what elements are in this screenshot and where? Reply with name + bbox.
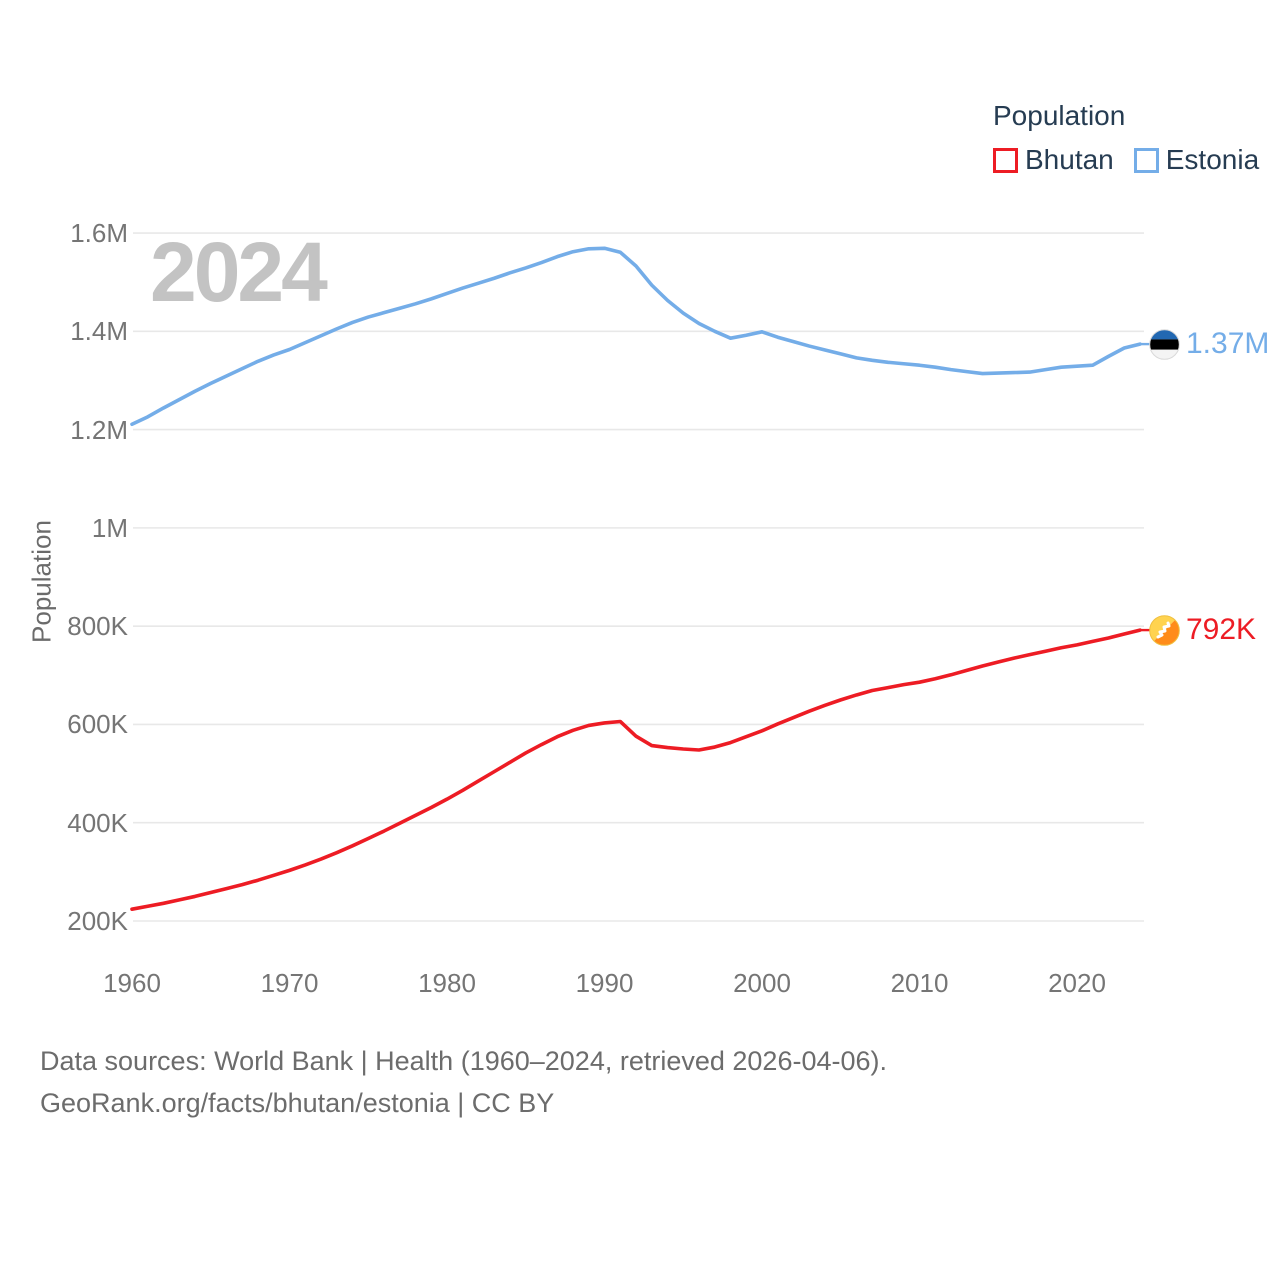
year-watermark: 2024	[150, 225, 328, 319]
estonia-end-value: 1.37M	[1186, 327, 1270, 361]
bhutan-end-value: 792K	[1186, 613, 1257, 647]
bhutan-line[interactable]	[130, 628, 1142, 912]
x-tick-2000: 2000	[733, 968, 791, 998]
legend-label-estonia: Estonia	[1165, 144, 1260, 175]
legend: Population Bhutan Estonia	[993, 100, 1259, 176]
x-tick-2020: 2020	[1048, 968, 1106, 998]
x-tick-1970: 1970	[260, 968, 319, 998]
x-tick-1990: 1990	[575, 968, 634, 998]
estonia-flag-icon	[1149, 328, 1180, 360]
legend-items: Bhutan Estonia	[993, 144, 1259, 176]
footer: Data sources: World Bank | Health (1960–…	[40, 1040, 887, 1124]
y-tick-1.4M: 1.4M	[70, 316, 128, 347]
bhutan-series-swatch-icon[interactable]	[993, 147, 1018, 173]
legend-title: Population	[993, 100, 1126, 131]
attribution-line: GeoRank.org/facts/bhutan/estonia | CC BY	[40, 1088, 555, 1118]
y-tick-800K: 800K	[67, 611, 128, 642]
y-tick-1.2M: 1.2M	[70, 414, 128, 445]
y-tick-1M: 1M	[91, 512, 128, 543]
y-tick-600K: 600K	[67, 709, 128, 740]
estonia-series-swatch-icon[interactable]	[1133, 147, 1159, 173]
legend-item-estonia[interactable]: Estonia	[1133, 144, 1260, 176]
bhutan-flag-icon	[1149, 614, 1180, 646]
y-tick-1.6M: 1.6M	[70, 218, 128, 249]
x-tick-2010: 2010	[890, 968, 949, 998]
data-sources-line: Data sources: World Bank | Health (1960–…	[40, 1046, 887, 1076]
legend-label-bhutan: Bhutan	[1025, 144, 1114, 175]
estonia-line[interactable]	[130, 246, 1142, 426]
y-tick-400K: 400K	[67, 807, 128, 838]
y-tick-200K: 200K	[67, 906, 128, 936]
x-tick-1960: 1960	[103, 968, 161, 998]
x-tick-1980: 1980	[418, 968, 476, 998]
legend-item-bhutan[interactable]: Bhutan	[993, 144, 1114, 176]
